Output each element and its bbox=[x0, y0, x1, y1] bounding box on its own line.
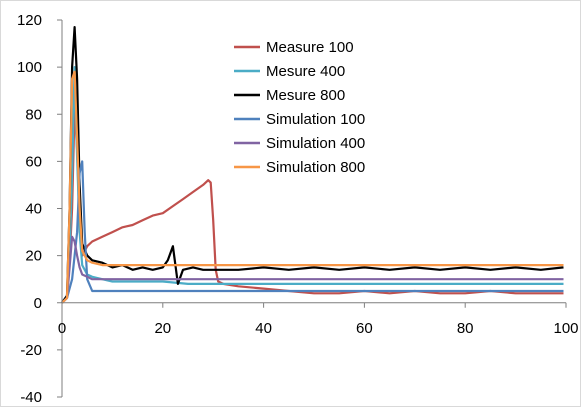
x-tick-label: 100 bbox=[553, 320, 578, 337]
legend-label-simulation-100: Simulation 100 bbox=[266, 111, 365, 128]
y-tick-label: 100 bbox=[17, 59, 42, 76]
axes bbox=[57, 19, 567, 398]
y-tick-label: 0 bbox=[34, 295, 42, 312]
y-tick-label: 40 bbox=[25, 201, 42, 218]
x-tick-label: 0 bbox=[58, 320, 66, 337]
legend-label-mesure-400: Mesure 400 bbox=[266, 63, 345, 80]
y-tick-label: 120 bbox=[17, 12, 42, 29]
tick-labels: -40 -20 0 20 40 60 80 100 120 0 20 40 60 80 100 bbox=[17, 12, 579, 406]
y-tick-label: 60 bbox=[25, 153, 42, 170]
x-tick-label: 40 bbox=[255, 320, 272, 337]
legend-label-simulation-400: Simulation 400 bbox=[266, 135, 365, 152]
x-tick-label: 20 bbox=[154, 320, 171, 337]
legend-label-simulation-800: Simulation 800 bbox=[266, 159, 365, 176]
legend: Measure 100 Mesure 400 Mesure 800 Simulatio… bbox=[234, 39, 365, 176]
x-tick-label: 60 bbox=[356, 320, 373, 337]
y-tick-label: -20 bbox=[20, 342, 42, 359]
series-line-simulation-400 bbox=[61, 235, 564, 304]
y-tick-label: 20 bbox=[25, 248, 42, 265]
plot-lines bbox=[61, 26, 564, 304]
legend-label-measure-100: Measure 100 bbox=[266, 39, 354, 56]
x-tick-label: 80 bbox=[457, 320, 474, 337]
series-line-simulation-100 bbox=[61, 160, 564, 304]
legend-label-mesure-800: Mesure 800 bbox=[266, 87, 345, 104]
series-line-simulation-800 bbox=[61, 70, 564, 304]
y-tick-label: 80 bbox=[25, 106, 42, 123]
y-tick-label: -40 bbox=[20, 389, 42, 406]
